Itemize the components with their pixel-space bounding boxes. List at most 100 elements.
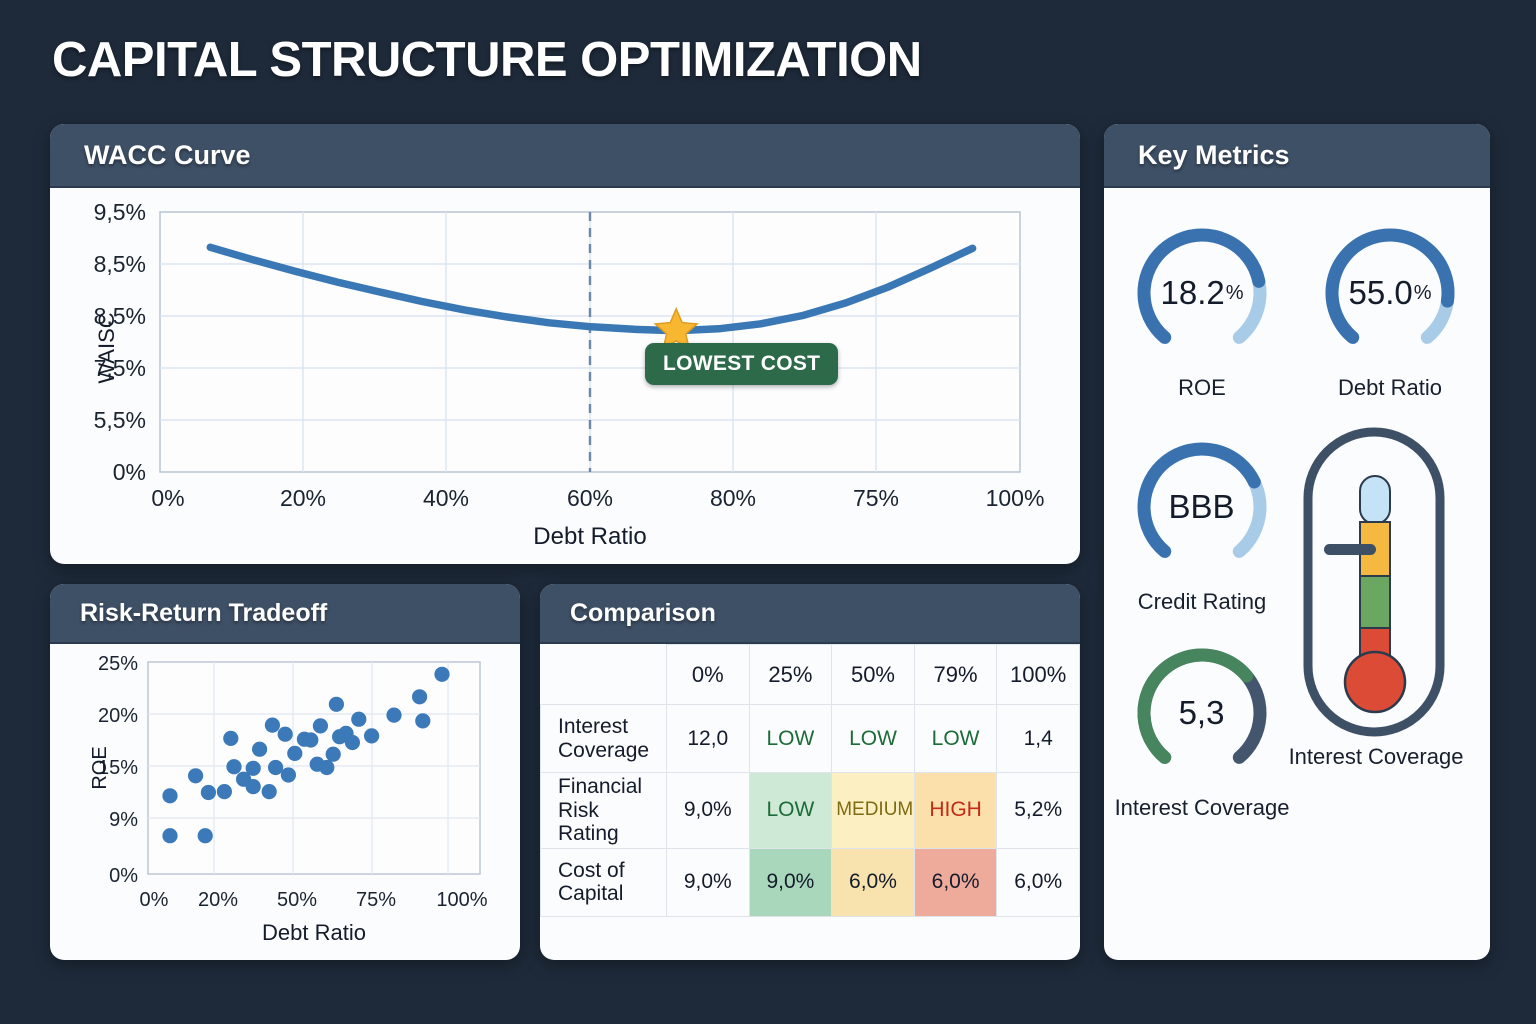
table-col-header-0: 0% <box>666 644 750 705</box>
comparison-card-title: Comparison <box>570 598 716 627</box>
wacc-ytick-4: 8,5% <box>94 251 146 277</box>
thermometer-tube <box>1343 475 1407 714</box>
table-row-label: Cost of Capital <box>540 847 667 917</box>
table-cell-r2-c3: 6,0% <box>913 847 998 917</box>
scatter-xtick-4: 100% <box>436 889 487 911</box>
scatter-point <box>162 788 178 804</box>
table-cell-r2-c0: 9,0% <box>666 847 750 917</box>
scatter-point <box>226 759 242 775</box>
scatter-point <box>216 784 232 800</box>
table-col-header-4: 100% <box>996 644 1080 705</box>
lowest-cost-badge: LOWEST COST <box>645 343 839 385</box>
table-cell-r1-c3: HIGH <box>913 772 998 849</box>
wacc-xtick-0: 0% <box>151 485 184 511</box>
wacc-ytick-0: 0% <box>113 459 146 485</box>
scatter-point <box>386 707 402 723</box>
comparison-card: Comparison 0% 25% 50% 79% 100% Interest … <box>540 584 1080 960</box>
scatter-point <box>245 760 261 776</box>
scatter-point <box>261 784 277 800</box>
debt-ratio-gauge-value: 55.0% <box>1315 218 1465 368</box>
comparison-table-body: 0% 25% 50% 79% 100% Interest Coverage 12,… <box>540 644 1080 917</box>
scatter-point <box>197 828 213 844</box>
metrics-card-title: Key Metrics <box>1138 139 1290 170</box>
interest-coverage-gauge-value: 5,3 <box>1127 638 1277 788</box>
thermometer-icon <box>1303 427 1445 737</box>
thermometer-label: Interest Coverage <box>1288 744 1464 769</box>
needle-marker <box>1324 544 1376 555</box>
wacc-y-tick-labels: 9,5% 8,5% 8,5% 7,5% 5,5% 0% <box>94 199 146 485</box>
interest-coverage-gauge-label: Interest Coverage <box>1114 795 1290 820</box>
scatter-xtick-0: 0% <box>140 889 169 911</box>
table-cell-r1-c0: 9,0% <box>666 772 750 849</box>
interest-coverage-value-number: 5,3 <box>1178 694 1225 731</box>
table-col-header-1: 25% <box>748 644 833 705</box>
risk-card-header: Risk-Return Tradeoff <box>50 584 520 644</box>
wacc-card-header: WACC Curve <box>50 124 1080 188</box>
roe-gauge: 18.2% <box>1127 218 1277 368</box>
metric-roe: 18.2% ROE <box>1112 218 1292 401</box>
comparison-table: 0% 25% 50% 79% 100% Interest Coverage 12,… <box>540 644 1080 917</box>
metric-interest-coverage-gauge: 5,3 Interest Coverage <box>1112 638 1292 821</box>
debt-ratio-value-number: 55.0 <box>1348 274 1413 311</box>
table-cell-r0-c2: LOW <box>831 704 915 773</box>
wacc-xtick-2: 40% <box>423 485 469 511</box>
roe-gauge-label: ROE <box>1178 375 1226 400</box>
scatter-xtick-3: 75% <box>356 889 396 911</box>
scatter-point <box>351 711 367 727</box>
debt-ratio-value-unit: % <box>1413 281 1432 304</box>
scatter-point <box>245 779 261 795</box>
debt-ratio-gauge: 55.0% <box>1315 218 1465 368</box>
scatter-ytick-2: 15% <box>98 757 138 779</box>
scatter-point <box>252 741 268 757</box>
scatter-ytick-4: 25% <box>98 653 138 675</box>
thermo-bulb <box>1343 650 1407 714</box>
roe-value-number: 18.2 <box>1160 274 1225 311</box>
wacc-x-axis-label: Debt Ratio <box>533 523 646 550</box>
gauge-fill <box>1137 228 1266 344</box>
wacc-chart-body: 9,5% 8,5% 8,5% 7,5% 5,5% 0% 0% 20% 40% 6… <box>50 188 1080 564</box>
scatter-point <box>415 713 431 729</box>
wacc-xtick-3: 60% <box>567 485 613 511</box>
table-cell-r0-c4: 1,4 <box>996 704 1080 773</box>
roe-gauge-arc <box>1137 228 1267 344</box>
scatter-x-axis-label: Debt Ratio <box>262 920 366 945</box>
metric-debt-ratio: 55.0% Debt Ratio <box>1300 218 1480 401</box>
wacc-card-title: WACC Curve <box>84 139 251 170</box>
risk-return-scatter-chart: 25% 20% 15% 9% 0% 0% 20% 50% 75% 100% De… <box>89 653 488 945</box>
scatter-point <box>268 759 284 776</box>
thermo-segment-cool <box>1359 475 1391 525</box>
scatter-point <box>287 745 303 761</box>
credit-rating-gauge: BBB <box>1127 432 1277 582</box>
wacc-xtick-4: 80% <box>710 485 756 511</box>
wacc-ytick-1: 5,5% <box>94 407 146 433</box>
credit-rating-gauge-value: BBB <box>1127 432 1277 582</box>
risk-card-title: Risk-Return Tradeoff <box>80 598 328 627</box>
scatter-point <box>434 666 450 682</box>
table-cell-r1-c4: 5,2% <box>996 772 1080 849</box>
scatter-point <box>200 784 216 801</box>
scatter-xtick-2: 50% <box>277 889 317 911</box>
scatter-y-tick-labels: 25% 20% 15% 9% 0% <box>98 653 138 887</box>
interest-coverage-gauge: 5,3 <box>1127 638 1277 788</box>
scatter-y-axis-label: ROE <box>89 746 111 789</box>
page-title: CAPITAL STRUCTURE OPTIMIZATION <box>52 33 922 87</box>
table-cell-r0-c1: LOW <box>748 704 833 773</box>
table-row: Interest Coverage 12,0 LOW LOW LOW 1,4 <box>540 704 1080 773</box>
debt-ratio-gauge-arc <box>1325 228 1455 344</box>
table-col-header-3: 79% <box>913 644 998 705</box>
debt-ratio-gauge-label: Debt Ratio <box>1338 375 1442 400</box>
table-cell-r2-c1: 9,0% <box>748 847 833 917</box>
comparison-card-header: Comparison <box>540 584 1080 644</box>
scatter-point <box>364 728 380 744</box>
interest-coverage-gauge-arc <box>1137 648 1267 764</box>
scatter-points-group <box>162 666 450 844</box>
scatter-point <box>280 767 296 783</box>
credit-rating-value-number: BBB <box>1168 488 1235 525</box>
comparison-table-head: 0% 25% 50% 79% 100% <box>540 644 1080 705</box>
gauge-fill <box>1137 648 1254 764</box>
wacc-ytick-5: 9,5% <box>94 199 146 225</box>
thermo-segment-good <box>1359 575 1391 631</box>
gauge-fill <box>1325 228 1455 344</box>
scatter-point <box>303 732 319 748</box>
